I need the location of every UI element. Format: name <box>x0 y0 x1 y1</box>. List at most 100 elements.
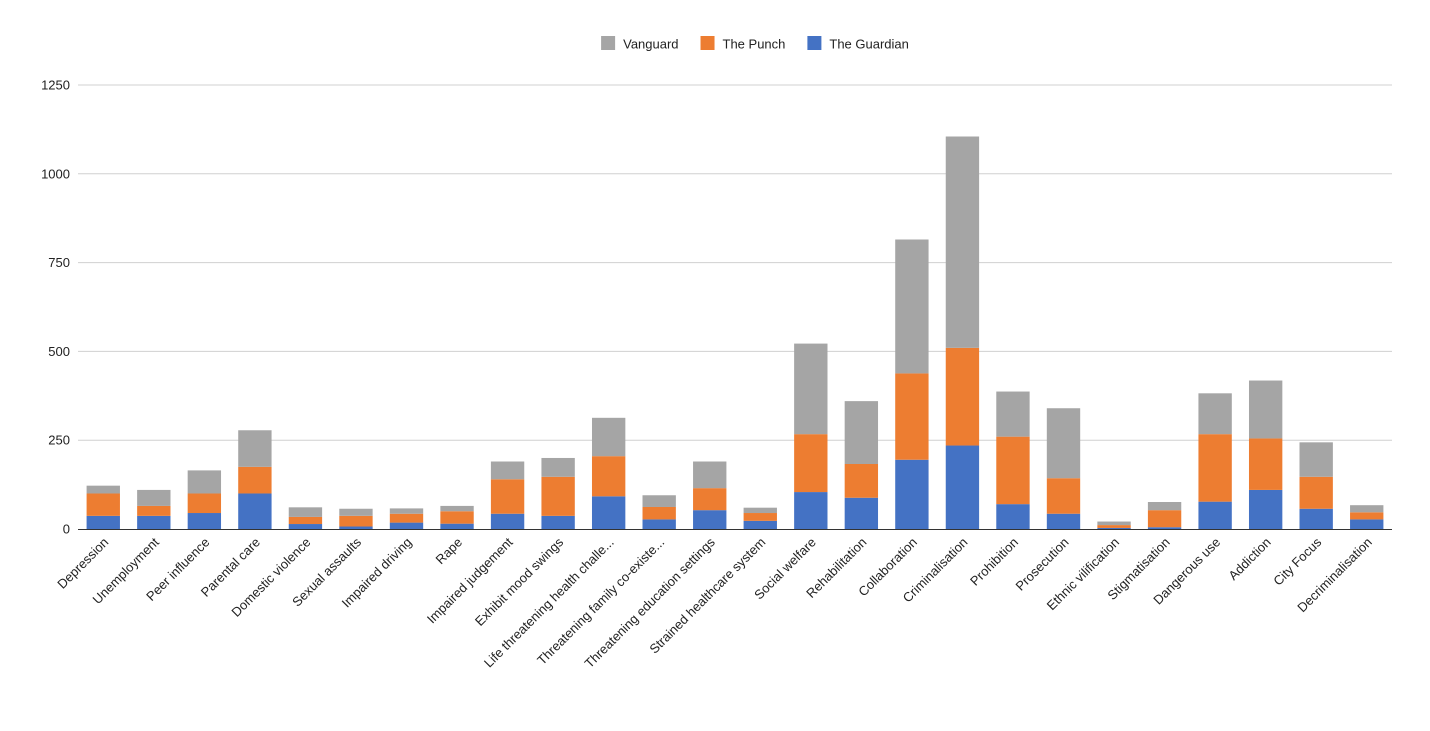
bar-segment: Vanguard — Ethnic vilification: 10 <box>1097 521 1131 526</box>
bar-segment: Vanguard — Threatening family co-existe.… <box>642 495 676 507</box>
bar-segment: The Punch — Threatening family co-existe… <box>642 506 676 520</box>
bar-segment: The Guardian — Criminalisation: 235 <box>945 445 980 529</box>
bar-segment: The Punch — Prosecution: 100 <box>1046 478 1081 514</box>
bar-segment: The Punch — Rape: 35 <box>440 511 474 524</box>
bar-segment: The Punch — Threatening education settin… <box>693 488 727 511</box>
bar-segment: Vanguard — Unemployment: 45 <box>137 489 171 506</box>
bar-segment: Vanguard — Addiction: 163 <box>1248 380 1283 439</box>
bar-segment: Vanguard — Exhibit mood swings: 53 <box>541 457 575 477</box>
bar-segment: Vanguard — Life threatening health chall… <box>591 417 626 457</box>
bar-segment: The Guardian — Peer influence: 45 <box>187 513 222 529</box>
bar-segment: The Guardian — Social welfare: 104 <box>794 492 828 529</box>
bar-segment: The Punch — Strained healthcare system: … <box>743 513 777 521</box>
gridlines <box>78 84 1392 441</box>
x-tick-label: Impaired judgement <box>424 534 516 626</box>
x-tick-label: Exhibit mood swings <box>472 534 567 629</box>
bar-segment: The Guardian — City Focus: 57 <box>1299 508 1333 529</box>
bar-segment: The Guardian — Threatening education set… <box>693 510 727 529</box>
bar-segment: The Punch — Addiction: 145 <box>1248 438 1283 490</box>
legend-item: The Guardian <box>807 36 909 52</box>
bar-segment: The Guardian — Depression: 37 <box>86 515 120 529</box>
bar-segment: Vanguard — Rehabilitation: 177 <box>844 401 879 464</box>
bar-segment: Vanguard — Strained healthcare system: 1… <box>743 507 777 514</box>
legend-label: Vanguard <box>623 37 678 52</box>
bar-segment: The Punch — Impaired driving: 25 <box>389 513 424 523</box>
bar-segment: Vanguard — Rape: 15 <box>440 505 474 512</box>
bar-segment: The Punch — Unemployment: 28 <box>137 505 171 516</box>
bar-segment: The Punch — Dangerous use: 190 <box>1198 434 1232 502</box>
bar-segment: Vanguard — Impaired judgement: 50 <box>490 461 525 480</box>
bar-segment: The Punch — Ethnic vilification: 8 <box>1097 525 1131 528</box>
bar-segment: The Punch — Depression: 63 <box>86 493 120 516</box>
bar-segment: Vanguard — Prohibition: 127 <box>996 391 1030 437</box>
bar-segment: The Punch — Domestic violence: 20 <box>288 516 323 525</box>
legend-swatch <box>807 36 822 50</box>
bar-segment: Vanguard — Criminalisation: 595 <box>945 136 980 348</box>
bar-segment: The Guardian — Impaired judgement: 43 <box>490 513 525 529</box>
bar-segment: Vanguard — Peer influence: 65 <box>187 470 222 494</box>
x-tick-label: Addiction <box>1225 535 1273 583</box>
bar-segment: Vanguard — Stigmatisation: 23 <box>1147 502 1182 511</box>
bar-segment: Vanguard — Depression: 22 <box>86 485 120 494</box>
legend-label: The Punch <box>723 37 786 52</box>
bar-segment: The Punch — Criminalisation: 275 <box>945 347 980 446</box>
legend: Vanguard The Punch The Guardian <box>601 36 909 52</box>
bar-segment: The Guardian — Prohibition: 70 <box>996 504 1030 529</box>
x-tick-label: Prohibition <box>967 535 1021 589</box>
bar-segment: Vanguard — Sexual assaults: 20 <box>339 508 373 516</box>
bar-segment: The Guardian — Life threatening health c… <box>591 496 626 529</box>
bar-segment: The Punch — Sexual assaults: 30 <box>339 515 373 527</box>
legend-label: The Guardian <box>829 37 909 52</box>
bar-segment: Vanguard — Threatening education setting… <box>693 461 727 489</box>
bar-segment: Vanguard — Social welfare: 255 <box>794 343 828 435</box>
y-tick-label: 250 <box>48 433 70 448</box>
bar-segment: Vanguard — Impaired driving: 15 <box>389 508 424 514</box>
bar-segment: The Guardian — Stigmatisation: 5 <box>1147 527 1182 529</box>
x-tick-label: City Focus <box>1270 534 1324 588</box>
y-axis-ticks: 0 250 500 750 1000 1250 <box>41 78 70 537</box>
y-tick-label: 1250 <box>41 78 70 93</box>
bar-segment: The Guardian — Dangerous use: 77 <box>1198 501 1232 529</box>
legend-item: The Punch <box>700 36 786 52</box>
y-tick-label: 1000 <box>41 166 70 181</box>
bar-segment: The Punch — City Focus: 90 <box>1299 476 1333 509</box>
legend-swatch <box>700 36 715 50</box>
y-tick-label: 500 <box>48 344 70 359</box>
bar-segment: The Guardian — Prosecution: 43 <box>1046 513 1081 529</box>
bar-segment: The Guardian — Parental care: 100 <box>238 493 272 529</box>
bar-segment: The Guardian — Impaired driving: 18 <box>389 522 424 529</box>
y-tick-label: 0 <box>63 522 70 537</box>
bar-segment: The Punch — Decriminalisation: 20 <box>1350 512 1384 520</box>
bar-segment: The Guardian — Rape: 15 <box>440 523 474 529</box>
bar-segment: The Punch — Impaired judgement: 97 <box>490 479 525 514</box>
y-tick-label: 750 <box>48 255 70 270</box>
bar-segment: Vanguard — Decriminalisation: 20 <box>1350 505 1384 513</box>
bar-segment: Vanguard — City Focus: 97 <box>1299 442 1333 477</box>
bar-segment: Vanguard — Domestic violence: 27 <box>288 507 323 517</box>
bar-segment: The Guardian — Strained healthcare syste… <box>743 520 777 529</box>
bar-segment: The Punch — Exhibit mood swings: 110 <box>541 476 575 516</box>
bar-segment: The Guardian — Unemployment: 37 <box>137 515 171 529</box>
bar-segment: Vanguard — Prosecution: 197 <box>1046 408 1081 479</box>
legend-swatch <box>601 36 616 50</box>
bar-segment: The Guardian — Sexual assaults: 7 <box>339 526 373 529</box>
bar-segment: Vanguard — Dangerous use: 115 <box>1198 393 1232 435</box>
bar-segment: The Punch — Stigmatisation: 48 <box>1147 510 1182 528</box>
bar-segment: The Guardian — Ethnic vilification: 3 <box>1097 527 1131 529</box>
bar-segment: The Punch — Collaboration: 243 <box>895 373 929 460</box>
bar-segment: The Punch — Peer influence: 55 <box>187 493 222 514</box>
bar-segment: The Punch — Prohibition: 190 <box>996 436 1030 505</box>
bar-segment: The Guardian — Exhibit mood swings: 37 <box>541 515 575 529</box>
bar-segment: Vanguard — Collaboration: 377 <box>895 239 929 374</box>
bar-segment: The Guardian — Rehabilitation: 88 <box>844 497 879 529</box>
bar-segment: The Guardian — Decriminalisation: 27 <box>1350 519 1384 529</box>
bar-segment: The Guardian — Domestic violence: 14 <box>288 524 323 529</box>
legend-item: Vanguard <box>601 36 679 52</box>
bar-segment: The Guardian — Addiction: 110 <box>1248 489 1283 529</box>
bar-segment: The Punch — Life threatening health chal… <box>591 456 626 497</box>
x-tick-label: Rape <box>433 535 466 568</box>
bar-segment: The Guardian — Collaboration: 195 <box>895 459 929 529</box>
